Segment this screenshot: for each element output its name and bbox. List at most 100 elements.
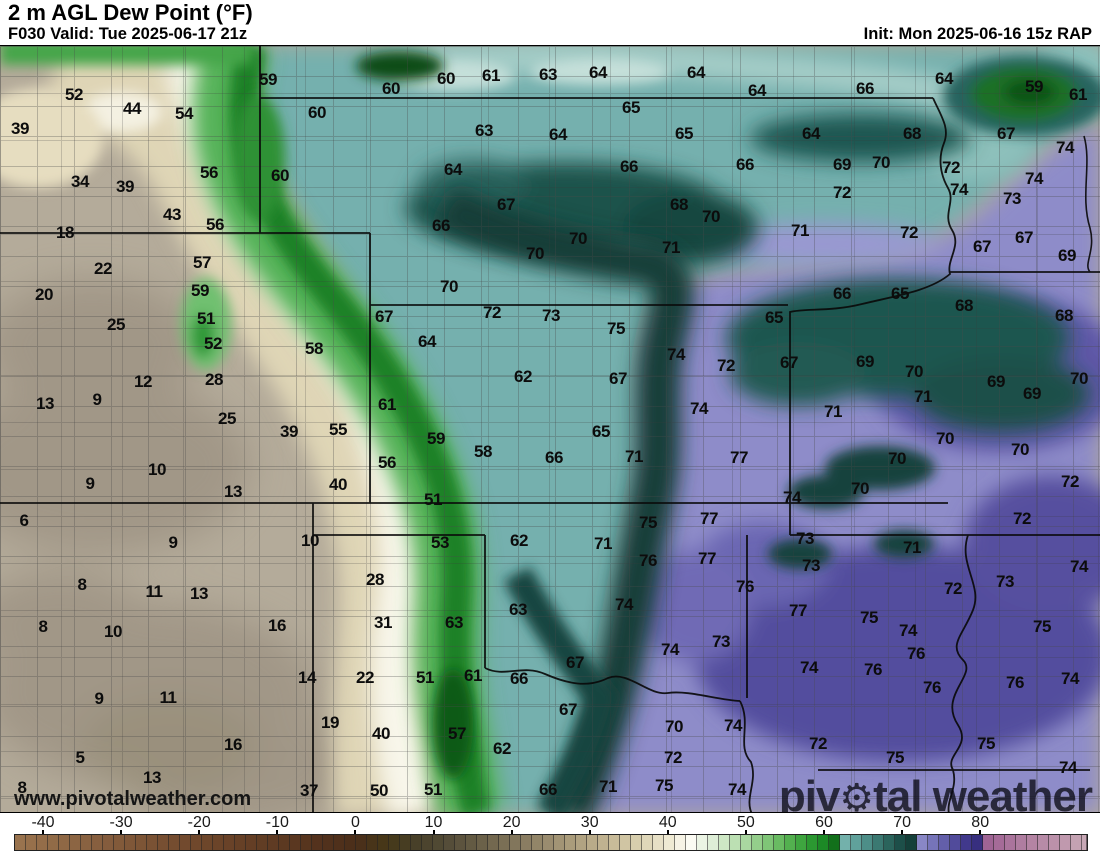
colorbar-segment [961,835,972,850]
station-value: 64 [589,63,607,82]
station-value: 74 [899,621,917,640]
colorbar-segment [884,835,895,850]
station-value: 71 [625,447,643,466]
station-value: 71 [599,777,617,796]
station-value: 67 [997,124,1015,143]
station-value: 13 [224,482,242,501]
station-value: 77 [730,448,748,467]
station-value: 66 [736,155,754,174]
station-value: 39 [280,422,298,441]
colorbar-segment [400,835,411,850]
station-value: 72 [483,303,501,322]
colorbar-segment [411,835,422,850]
station-value: 37 [300,781,318,800]
colorbar-segment [642,835,653,850]
station-value: 31 [374,613,392,632]
station-value: 16 [224,735,242,754]
station-value: 64 [549,125,567,144]
station-value: 51 [424,780,442,799]
station-value: 77 [789,601,807,620]
station-value: 72 [900,223,918,242]
colorbar-segment [664,835,675,850]
station-value: 74 [690,399,708,418]
station-value: 74 [950,180,968,199]
colorbar-segment [15,835,26,850]
station-value: 60 [382,79,400,98]
colorbar-segment [477,835,488,850]
station-value: 76 [864,660,882,679]
station-value: 74 [724,716,742,735]
colorbar-tick-label: 80 [971,814,990,831]
station-value: 6 [19,511,29,530]
station-value: 10 [104,622,122,641]
station-value: 58 [305,339,323,358]
colorbar-segment [103,835,114,850]
station-value: 64 [935,69,953,88]
station-value: 71 [824,402,842,421]
station-value: 74 [1059,758,1077,777]
station-value: 34 [71,172,89,191]
colorbar-tick-label: 40 [658,814,677,831]
station-value: 60 [437,69,455,88]
station-value: 59 [259,70,277,89]
colorbar-segment [235,835,246,850]
colorbar-tick-label: -20 [187,814,211,831]
station-value: 72 [942,158,960,177]
station-value: 75 [607,319,625,338]
station-value: 39 [11,119,29,138]
station-value: 70 [888,449,906,468]
colorbar-segment [1060,835,1071,850]
colorbar-segment [928,835,939,850]
colorbar-tick-mark [823,830,825,834]
station-value: 72 [717,356,735,375]
station-value: 76 [923,678,941,697]
colorbar-footer: -40 -30 -20 -10 0 10 20 30 40 50 60 70 80 [0,813,1100,851]
colorbar-segment [444,835,455,850]
station-value: 64 [802,124,820,143]
station-value: 40 [329,475,347,494]
station-value: 40 [372,724,390,743]
station-value: 72 [664,748,682,767]
colorbar-tick-mark [588,830,591,834]
colorbar [14,834,1088,851]
colorbar-segment [730,835,741,850]
colorbar-segment [818,835,829,850]
colorbar-segment [92,835,103,850]
station-value: 62 [510,531,528,550]
station-value: 73 [542,306,560,325]
colorbar-segment [752,835,763,850]
station-value: 64 [748,81,766,100]
colorbar-segment [1082,835,1087,850]
station-value: 70 [905,362,923,381]
colorbar-segment [862,835,873,850]
colorbar-segment [939,835,950,850]
station-value: 5 [75,748,85,767]
station-value: 69 [856,352,874,371]
station-value: 73 [1003,189,1021,208]
colorbar-segment [136,835,147,850]
station-value: 69 [1058,246,1076,265]
colorbar-segment [675,835,686,850]
colorbar-segment [268,835,279,850]
station-value: 62 [493,739,511,758]
logo-text-left: piv [778,772,841,813]
colorbar-segment [620,835,631,850]
colorbar-segment [455,835,466,850]
header-bar: 2 m AGL Dew Point (°F) F030 Valid: Tue 2… [0,0,1100,45]
station-value: 74 [800,658,818,677]
colorbar-tick-label: -30 [109,814,133,831]
colorbar-segment [1049,835,1060,850]
station-value: 66 [856,79,874,98]
station-value: 51 [416,668,434,687]
station-value: 75 [977,734,995,753]
station-value: 74 [1070,557,1088,576]
colorbar-segment [345,835,356,850]
station-value: 76 [907,644,925,663]
colorbar-tick-mark [198,830,201,834]
colorbar-tick-label: 50 [736,814,755,831]
gear-icon: ⚙ [839,776,874,813]
station-value: 65 [675,124,693,143]
station-value: 63 [445,613,463,632]
colorbar-segment [367,835,378,850]
colorbar-segment [697,835,708,850]
